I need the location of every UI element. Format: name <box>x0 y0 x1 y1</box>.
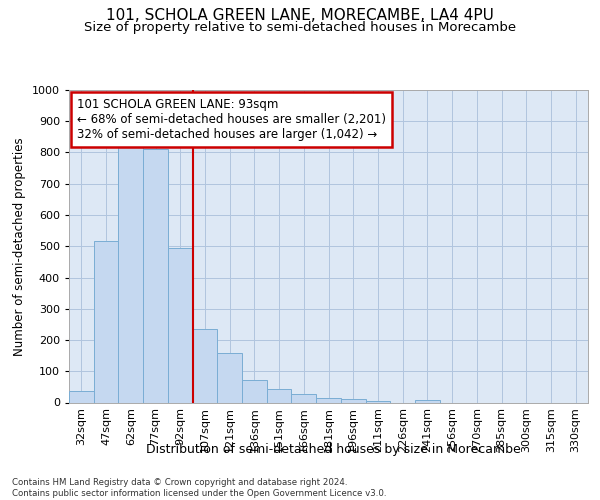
Bar <box>365 401 390 402</box>
Bar <box>341 399 365 402</box>
Bar <box>94 240 118 402</box>
Text: 101, SCHOLA GREEN LANE, MORECAMBE, LA4 4PU: 101, SCHOLA GREEN LANE, MORECAMBE, LA4 4… <box>106 8 494 22</box>
Bar <box>143 148 168 402</box>
Bar <box>242 380 267 402</box>
Y-axis label: Number of semi-detached properties: Number of semi-detached properties <box>13 137 26 356</box>
Bar <box>292 394 316 402</box>
Text: Contains HM Land Registry data © Crown copyright and database right 2024.
Contai: Contains HM Land Registry data © Crown c… <box>12 478 386 498</box>
Bar <box>193 329 217 402</box>
Text: Distribution of semi-detached houses by size in Morecambe: Distribution of semi-detached houses by … <box>146 442 520 456</box>
Bar <box>69 390 94 402</box>
Bar <box>267 390 292 402</box>
Bar <box>168 248 193 402</box>
Bar <box>118 144 143 402</box>
Bar <box>415 400 440 402</box>
Bar <box>217 352 242 403</box>
Bar <box>316 398 341 402</box>
Text: Size of property relative to semi-detached houses in Morecambe: Size of property relative to semi-detach… <box>84 21 516 34</box>
Text: 101 SCHOLA GREEN LANE: 93sqm
← 68% of semi-detached houses are smaller (2,201)
3: 101 SCHOLA GREEN LANE: 93sqm ← 68% of se… <box>77 98 386 141</box>
